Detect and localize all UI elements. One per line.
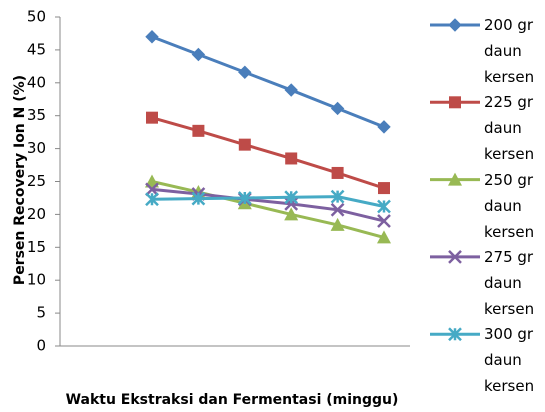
y-tick-label: 20 xyxy=(27,205,46,223)
legend-marker xyxy=(448,327,462,342)
y-tick-label: 30 xyxy=(27,139,46,157)
y-tick-label: 0 xyxy=(36,337,46,355)
data-point xyxy=(145,182,159,197)
data-point xyxy=(145,192,159,207)
data-point xyxy=(378,182,390,195)
data-point xyxy=(284,190,299,205)
data-point xyxy=(330,101,345,116)
y-tick-label: 35 xyxy=(27,106,46,124)
legend-marker xyxy=(448,250,462,264)
legend-marker xyxy=(448,18,462,32)
data-point xyxy=(192,124,205,137)
y-tick-label: 5 xyxy=(36,304,46,322)
series-line xyxy=(151,116,385,190)
x-axis-title: Waktu Ekstraksi dan Fermentasi (minggu) xyxy=(66,392,399,408)
data-point xyxy=(377,120,391,134)
y-axis-title: Persen Recovery Ion N (%) xyxy=(12,75,28,285)
series-line xyxy=(151,180,385,239)
data-point xyxy=(377,214,391,228)
y-tick-label: 45 xyxy=(27,40,46,58)
data-point xyxy=(145,30,159,44)
data-point xyxy=(377,230,391,244)
series-line xyxy=(151,187,385,223)
data-point xyxy=(238,138,251,151)
data-point xyxy=(330,189,345,204)
legend-label: 200 gr daun kersen xyxy=(484,16,535,86)
legend-label: 250 gr daun kersen xyxy=(484,170,535,241)
data-point xyxy=(191,47,206,62)
legend-label: 275 gr daun kersen xyxy=(484,247,535,318)
data-point xyxy=(330,217,345,231)
data-point xyxy=(330,202,345,217)
data-point xyxy=(285,152,298,165)
y-tick-label: 10 xyxy=(27,271,46,289)
data-point xyxy=(238,65,252,79)
legend-marker xyxy=(449,96,461,109)
data-point xyxy=(284,83,298,97)
legend-label: 225 gr daun kersen xyxy=(484,93,535,164)
y-tick-label: 40 xyxy=(27,73,46,91)
y-tick-label: 25 xyxy=(27,172,46,190)
data-point xyxy=(377,199,391,214)
data-point xyxy=(191,191,206,206)
data-point xyxy=(237,191,252,205)
series-line xyxy=(151,195,385,208)
legend-label: 300 gr daun kersen xyxy=(484,325,535,396)
legend-marker xyxy=(448,172,462,186)
data-point xyxy=(146,111,158,124)
data-point xyxy=(331,166,344,179)
y-tick-label: 15 xyxy=(27,238,46,256)
y-tick-label: 50 xyxy=(27,8,46,26)
data-point xyxy=(284,207,299,221)
series-line xyxy=(151,35,385,129)
